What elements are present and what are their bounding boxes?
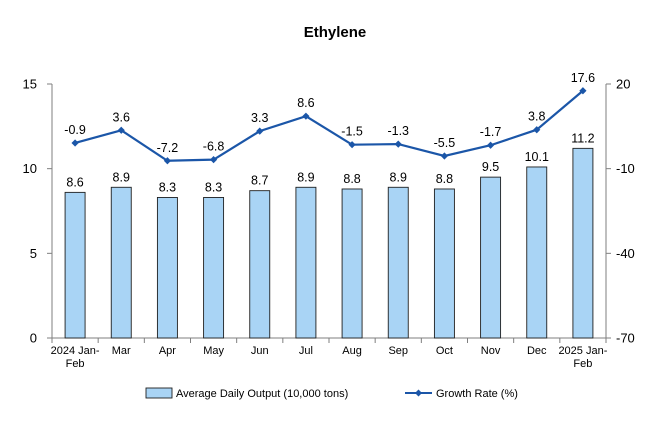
bar-data-label: 11.2 [571, 131, 594, 145]
x-tick-label: Jul [299, 345, 313, 357]
line-data-label: -1.5 [341, 125, 363, 139]
line-data-label: -1.3 [387, 124, 409, 138]
bar-data-label: 8.3 [159, 180, 176, 194]
x-tick-label-line: Feb [66, 358, 85, 370]
bar [387, 186, 409, 339]
bar-data-label: 8.9 [113, 170, 130, 184]
x-tick-label: 2025 Jan-Feb [558, 345, 607, 370]
legend-label-line: Growth Rate (%) [436, 388, 518, 400]
bar-data-label: 8.9 [390, 170, 407, 184]
x-tick-label-line: Jun [251, 345, 269, 357]
left-tick-label: 5 [30, 246, 37, 261]
line-point [209, 156, 218, 164]
x-tick-label: May [203, 345, 224, 357]
x-tick-label-line: Nov [481, 345, 501, 357]
x-tick-label-line: Feb [573, 358, 592, 370]
x-tick-label-line: Oct [436, 345, 453, 357]
left-tick-label: 10 [23, 161, 37, 176]
line-point [394, 140, 402, 148]
x-tick-label-line: Aug [342, 345, 362, 357]
line-point [348, 141, 356, 149]
bar-data-label: 8.8 [343, 172, 360, 186]
bar [572, 147, 594, 339]
data-labels: 8.6 8.9 8.3 8.3 8.7 8.9 8.8 8.9 8.8 9.5 10.1 11.2 -0… [64, 71, 595, 195]
bar-data-label: 8.6 [66, 175, 83, 189]
bar [295, 186, 317, 339]
left-tick-label: 15 [23, 77, 37, 92]
x-tick-label-line: 2024 Jan- [51, 345, 100, 357]
x-tick-label: Apr [159, 345, 176, 357]
line-data-label: -7.2 [157, 141, 179, 155]
legend-marker [415, 389, 422, 397]
bar-data-label: 8.8 [436, 172, 453, 186]
line-data-label: -0.9 [64, 123, 86, 137]
line-data-label: -1.7 [480, 125, 502, 139]
line-data-label: 3.8 [528, 110, 545, 124]
line-data-label: -6.8 [203, 140, 225, 154]
line-data-label: -5.5 [434, 136, 456, 150]
bar-data-label: 8.3 [205, 180, 222, 194]
bar [433, 188, 455, 339]
bar [156, 197, 178, 339]
right-tick-label: -70 [616, 331, 635, 346]
legend-swatch-bar [145, 387, 173, 399]
bar [249, 190, 271, 339]
legend: Average Daily Output (10,000 tons) Growth… [145, 387, 518, 400]
line-point [486, 141, 495, 149]
line-data-label: 3.3 [251, 111, 268, 125]
bar-data-label: 8.9 [297, 170, 314, 184]
x-tick-label: Aug [342, 345, 362, 357]
x-tick-label: Nov [481, 345, 501, 357]
growth-line [74, 89, 584, 162]
x-tick-label-line: May [203, 345, 224, 357]
bar-data-label: 10.1 [525, 150, 549, 164]
x-tick-label: Sep [388, 345, 408, 357]
bar [341, 188, 363, 339]
bar [64, 191, 86, 339]
x-tick-label-line: Mar [112, 345, 131, 357]
line-point [117, 126, 125, 134]
line-point [71, 139, 79, 147]
x-tick-label: Oct [436, 345, 453, 357]
bar [480, 176, 502, 339]
x-tick-label-line: 2025 Jan- [558, 345, 607, 357]
x-tick-label-line: Dec [527, 345, 547, 357]
bar-data-label: 9.5 [482, 160, 499, 174]
right-tick-label: -40 [616, 246, 635, 261]
x-tick-label: Mar [112, 345, 131, 357]
chart-title: Ethylene [304, 24, 367, 41]
line-data-label: 17.6 [571, 71, 595, 85]
bar-series [64, 147, 594, 339]
line-series [71, 87, 587, 165]
x-tick-label-line: Jul [299, 345, 313, 357]
bar [526, 166, 548, 339]
line-point [579, 87, 587, 95]
x-tick-label-line: Sep [388, 345, 408, 357]
bar [203, 197, 225, 339]
x-tick-label: 2024 Jan-Feb [51, 345, 100, 370]
line-point [163, 157, 172, 165]
x-tick-label-line: Apr [159, 345, 176, 357]
x-tick-label: Jun [251, 345, 269, 357]
line-data-label: 3.6 [113, 110, 130, 124]
right-tick-label: 20 [616, 77, 630, 92]
legend-label-bar: Average Daily Output (10,000 tons) [176, 388, 348, 400]
line-point [302, 112, 310, 120]
bar-data-label: 8.7 [251, 174, 268, 188]
x-tick-label: Dec [527, 345, 547, 357]
left-tick-label: 0 [30, 331, 37, 346]
right-tick-label: -10 [616, 161, 635, 176]
line-point [256, 127, 264, 135]
line-data-label: 8.6 [297, 96, 314, 110]
line-point [440, 152, 449, 160]
line-point [533, 126, 541, 134]
bar [110, 186, 132, 339]
